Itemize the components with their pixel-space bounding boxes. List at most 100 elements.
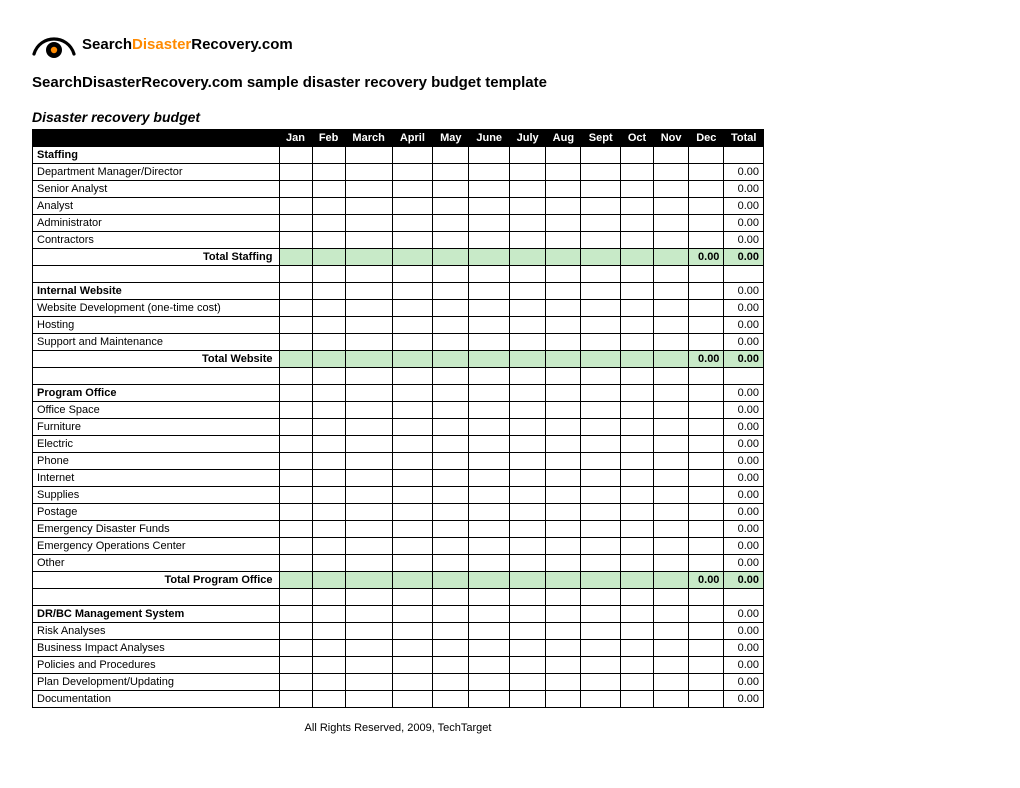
sub-title: Disaster recovery budget: [32, 109, 988, 125]
value-cell: [392, 215, 433, 232]
value-cell: [546, 538, 581, 555]
value-cell: [345, 402, 392, 419]
value-cell: [433, 283, 469, 300]
value-cell: [469, 249, 510, 266]
value-cell: [469, 147, 510, 164]
empty-cell: [620, 266, 653, 283]
value-cell: [345, 283, 392, 300]
value-cell: [581, 334, 620, 351]
value-cell: [469, 555, 510, 572]
item-row: Furniture 0.00: [33, 419, 764, 436]
empty-cell: [469, 266, 510, 283]
value-cell: [620, 623, 653, 640]
value-cell: [581, 300, 620, 317]
value-cell: [392, 453, 433, 470]
value-cell: 0.00: [724, 691, 764, 708]
value-cell: [312, 198, 345, 215]
item-row: Phone 0.00: [33, 453, 764, 470]
value-cell: [345, 640, 392, 657]
value-cell: [433, 538, 469, 555]
value-cell: [509, 164, 545, 181]
value-cell: [509, 436, 545, 453]
value-cell: [546, 470, 581, 487]
value-cell: [689, 300, 724, 317]
value-cell: [433, 572, 469, 589]
brand-logo: SearchDisasterRecovery.com: [32, 28, 988, 60]
brand-text-part-1: Disaster: [132, 36, 191, 53]
value-cell: [433, 300, 469, 317]
value-cell: [620, 555, 653, 572]
empty-cell: [392, 266, 433, 283]
row-label: Hosting: [33, 317, 280, 334]
value-cell: [620, 147, 653, 164]
row-label: Program Office: [33, 385, 280, 402]
value-cell: [312, 232, 345, 249]
value-cell: [689, 317, 724, 334]
value-cell: [689, 334, 724, 351]
empty-cell: [345, 266, 392, 283]
value-cell: [345, 198, 392, 215]
header-month-cell: Feb: [312, 130, 345, 147]
value-cell: [509, 691, 545, 708]
row-label: Postage: [33, 504, 280, 521]
value-cell: [509, 419, 545, 436]
value-cell: [433, 555, 469, 572]
row-label: Other: [33, 555, 280, 572]
value-cell: 0.00: [724, 334, 764, 351]
empty-cell: [581, 266, 620, 283]
value-cell: [345, 453, 392, 470]
value-cell: [654, 317, 689, 334]
value-cell: [279, 453, 312, 470]
value-cell: [312, 487, 345, 504]
value-cell: [509, 402, 545, 419]
value-cell: [279, 300, 312, 317]
value-cell: [279, 164, 312, 181]
value-cell: [312, 640, 345, 657]
value-cell: [581, 470, 620, 487]
value-cell: [279, 487, 312, 504]
value-cell: [392, 181, 433, 198]
header-month-cell: March: [345, 130, 392, 147]
value-cell: [620, 436, 653, 453]
value-cell: [345, 334, 392, 351]
empty-cell: [546, 589, 581, 606]
value-cell: 0.00: [724, 572, 764, 589]
value-cell: [279, 385, 312, 402]
value-cell: [689, 640, 724, 657]
value-cell: [345, 674, 392, 691]
value-cell: 0.00: [724, 351, 764, 368]
value-cell: [345, 504, 392, 521]
table-header-row: JanFebMarchAprilMayJuneJulyAugSeptOctNov…: [33, 130, 764, 147]
value-cell: [433, 351, 469, 368]
value-cell: [312, 623, 345, 640]
value-cell: [509, 572, 545, 589]
value-cell: [689, 674, 724, 691]
row-label: Staffing: [33, 147, 280, 164]
value-cell: [345, 232, 392, 249]
value-cell: [581, 317, 620, 334]
value-cell: [433, 504, 469, 521]
value-cell: [312, 215, 345, 232]
value-cell: [654, 283, 689, 300]
value-cell: [279, 555, 312, 572]
value-cell: [392, 691, 433, 708]
row-label: Risk Analyses: [33, 623, 280, 640]
blank-row: [33, 266, 764, 283]
value-cell: [345, 470, 392, 487]
empty-cell: [724, 368, 764, 385]
value-cell: [689, 470, 724, 487]
value-cell: [312, 419, 345, 436]
row-label: Office Space: [33, 402, 280, 419]
budget-table: JanFebMarchAprilMayJuneJulyAugSeptOctNov…: [32, 129, 764, 708]
value-cell: [279, 623, 312, 640]
value-cell: [654, 640, 689, 657]
item-row: Internet 0.00: [33, 470, 764, 487]
value-cell: [509, 657, 545, 674]
value-cell: [433, 419, 469, 436]
value-cell: 0.00: [724, 283, 764, 300]
budget-tbody: Staffing Department Manager/Director 0.0…: [33, 147, 764, 708]
value-cell: [689, 283, 724, 300]
value-cell: 0.00: [724, 181, 764, 198]
row-label: Policies and Procedures: [33, 657, 280, 674]
row-label: Total Program Office: [33, 572, 280, 589]
